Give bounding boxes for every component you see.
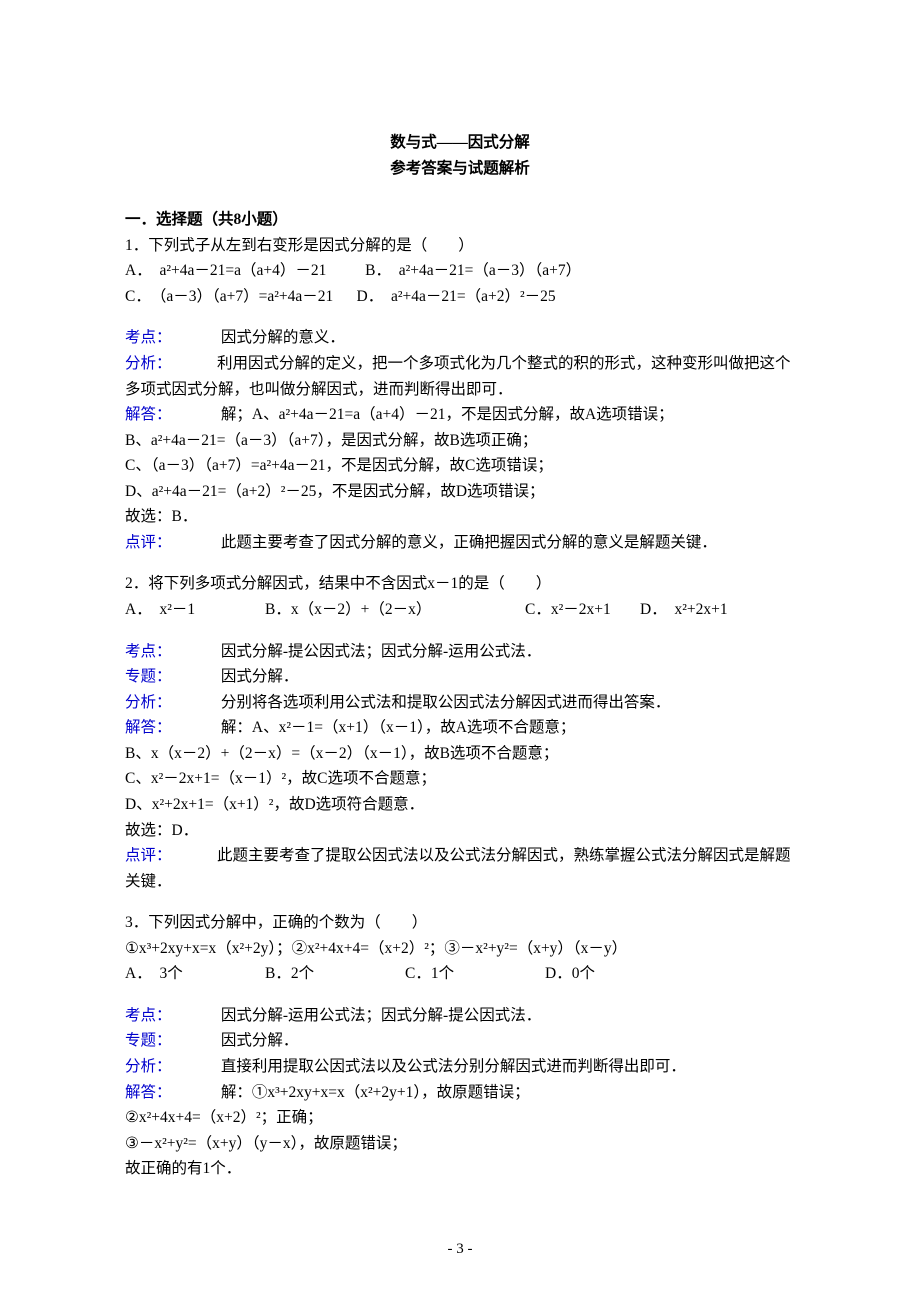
jieda-label: 解答： xyxy=(125,1080,217,1106)
q1-kaodian: 考点： 因式分解的意义． xyxy=(125,325,795,351)
spacer xyxy=(125,987,795,1003)
q1-options-row1: A． a²+4a－21=a（a+4）－21 B． a²+4a－21=（a－3）（… xyxy=(125,258,795,284)
q3-jd2: ③－x²+y²=（x+y）（y－x），故原题错误； xyxy=(125,1131,795,1157)
q1-jd0: 解；A、a²+4a－21=a（a+4）－21，不是因式分解，故A选项错误； xyxy=(221,406,674,423)
q2-dp-text: 此题主要考查了提取公因式法以及公式法分解因式，熟练掌握公式法分解因式是解题关键． xyxy=(125,847,791,890)
q1-opt-d: D． a²+4a－21=（a+2）²－25 xyxy=(357,288,556,305)
q3-options-row: A． 3个 B．2个 C．1个 D．0个 xyxy=(125,961,795,987)
q2-opt-b: B．x（x－2）+（2－x） xyxy=(265,597,525,623)
q3-jieda: 解答： 解：①x³+2xy+x=x（x²+2y+1），故原题错误； xyxy=(125,1080,795,1106)
title-block: 数与式——因式分解 参考答案与试题解析 xyxy=(125,130,795,181)
section-heading: 一．选择题（共8小题） xyxy=(125,207,795,233)
q1-fenxi: 分析：利用因式分解的定义，把一个多项式化为几个整式的积的形式，这种变形叫做把这个… xyxy=(125,351,795,402)
sub-title: 参考答案与试题解析 xyxy=(125,156,795,182)
zhuanti-label: 专题： xyxy=(125,664,217,690)
q2-opt-d: D． x²+2x+1 xyxy=(640,597,728,623)
q3-fenxi-text: 直接利用提取公因式法以及公式法分别分解因式进而判断得出即可． xyxy=(221,1058,686,1075)
q1-jd3: D、a²+4a－21=（a+2）²－25，不是因式分解，故D选项错误； xyxy=(125,479,795,505)
kaodian-label: 考点： xyxy=(125,325,217,351)
jieda-label: 解答： xyxy=(125,715,217,741)
q2-options-row: A． x²－1 B．x（x－2）+（2－x） C．x²－2x+1 D． x²+2… xyxy=(125,597,795,623)
q2-jieda: 解答： 解：A、x²－1=（x+1）（x－1），故A选项不合题意； xyxy=(125,715,795,741)
dianping-label: 点评： xyxy=(125,843,217,869)
q2-kaodian: 考点： 因式分解-提公因式法；因式分解-运用公式法． xyxy=(125,639,795,665)
q2-opt-a: A． x²－1 xyxy=(125,597,265,623)
q3-opt-a: A． 3个 xyxy=(125,961,265,987)
kaodian-label: 考点： xyxy=(125,1003,217,1029)
main-title: 数与式——因式分解 xyxy=(125,130,795,156)
q2-zhuanti: 专题： 因式分解． xyxy=(125,664,795,690)
q2-dianping: 点评：此题主要考查了提取公因式法以及公式法分解因式，熟练掌握公式法分解因式是解题… xyxy=(125,843,795,894)
spacer xyxy=(125,309,795,325)
zhuanti-label: 专题： xyxy=(125,1028,217,1054)
q1-fenxi-text: 利用因式分解的定义，把一个多项式化为几个整式的积的形式，这种变形叫做把这个多项式… xyxy=(125,355,791,398)
q1-opt-a: A． a²+4a－21=a（a+4）－21 xyxy=(125,262,326,279)
q1-jd2: C、（a－3）（a+7）=a²+4a－21，不是因式分解，故C选项错误； xyxy=(125,453,795,479)
page-number: - 3 - xyxy=(0,1237,920,1262)
q2-jd4: 故选：D． xyxy=(125,818,795,844)
q1-stem: 1．下列式子从左到右变形是因式分解的是（ ） xyxy=(125,233,795,259)
spacer xyxy=(125,555,795,571)
q2-jd1: B、x（x－2）+（2－x）=（x－2）（x－1），故B选项不合题意； xyxy=(125,741,795,767)
spacer xyxy=(125,623,795,639)
q3-kaodian: 考点： 因式分解-运用公式法；因式分解-提公因式法． xyxy=(125,1003,795,1029)
kaodian-label: 考点： xyxy=(125,639,217,665)
q3-zhuanti-text: 因式分解． xyxy=(221,1032,299,1049)
q2-jd0: 解：A、x²－1=（x+1）（x－1），故A选项不合题意； xyxy=(221,719,576,736)
q1-kaodian-text: 因式分解的意义． xyxy=(221,329,345,346)
q3-jd3: 故正确的有1个． xyxy=(125,1156,795,1182)
q3-jd0: 解：①x³+2xy+x=x（x²+2y+1），故原题错误； xyxy=(221,1084,530,1101)
q1-jieda: 解答： 解；A、a²+4a－21=a（a+4）－21，不是因式分解，故A选项错误… xyxy=(125,402,795,428)
q3-zhuanti: 专题： 因式分解． xyxy=(125,1028,795,1054)
q3-opt-c: C．1个 xyxy=(405,961,545,987)
q3-cond: ①x³+2xy+x=x（x²+2y）；②x²+4x+4=（x+2）²；③－x²+… xyxy=(125,936,795,962)
q3-kaodian-text: 因式分解-运用公式法；因式分解-提公因式法． xyxy=(221,1007,541,1024)
q1-jd1: B、a²+4a－21=（a－3）（a+7），是因式分解，故B选项正确； xyxy=(125,428,795,454)
q1-dianping: 点评： 此题主要考查了因式分解的意义，正确把握因式分解的意义是解题关键． xyxy=(125,530,795,556)
jieda-label: 解答： xyxy=(125,402,217,428)
q3-opt-b: B．2个 xyxy=(265,961,405,987)
q3-jd1: ②x²+4x+4=（x+2）²；正确； xyxy=(125,1105,795,1131)
q2-jd3: D、x²+2x+1=（x+1）²，故D选项符合题意． xyxy=(125,792,795,818)
q2-kaodian-text: 因式分解-提公因式法；因式分解-运用公式法． xyxy=(221,643,541,660)
q3-stem: 3．下列因式分解中，正确的个数为（ ） xyxy=(125,910,795,936)
q2-fenxi: 分析： 分别将各选项利用公式法和提取公因式法分解因式进而得出答案． xyxy=(125,690,795,716)
fenxi-label: 分析： xyxy=(125,1054,217,1080)
q2-opt-c: C．x²－2x+1 xyxy=(525,597,640,623)
fenxi-label: 分析： xyxy=(125,351,217,377)
page-container: 数与式——因式分解 参考答案与试题解析 一．选择题（共8小题） 1．下列式子从左… xyxy=(0,0,920,1302)
q1-options-row2: C． （a－3）（a+7）=a²+4a－21 D． a²+4a－21=（a+2）… xyxy=(125,284,795,310)
q2-jd2: C、x²－2x+1=（x－1）²，故C选项不合题意； xyxy=(125,766,795,792)
q1-jd4: 故选：B． xyxy=(125,504,795,530)
dianping-label: 点评： xyxy=(125,530,217,556)
q2-fenxi-text: 分别将各选项利用公式法和提取公因式法分解因式进而得出答案． xyxy=(221,694,671,711)
q2-zhuanti-text: 因式分解． xyxy=(221,668,299,685)
q1-dp-text: 此题主要考查了因式分解的意义，正确把握因式分解的意义是解题关键． xyxy=(221,534,717,551)
q3-fenxi: 分析： 直接利用提取公因式法以及公式法分别分解因式进而判断得出即可． xyxy=(125,1054,795,1080)
q2-stem: 2．将下列多项式分解因式，结果中不含因式x－1的是（ ） xyxy=(125,571,795,597)
spacer xyxy=(125,894,795,910)
q1-opt-c: C． （a－3）（a+7）=a²+4a－21 xyxy=(125,288,333,305)
q1-opt-b: B． a²+4a－21=（a－3）（a+7） xyxy=(365,262,581,279)
fenxi-label: 分析： xyxy=(125,690,217,716)
q3-opt-d: D．0个 xyxy=(545,961,595,987)
